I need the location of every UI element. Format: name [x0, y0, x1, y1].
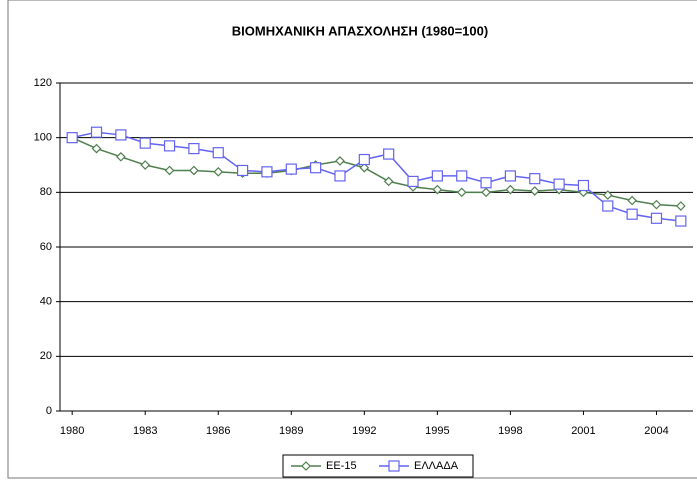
y-tick-label: 20	[40, 350, 52, 362]
x-tick-label: 1986	[206, 425, 230, 437]
data-point	[577, 179, 590, 192]
chart-frame	[7, 0, 697, 479]
data-point	[212, 147, 224, 159]
data-point	[91, 143, 102, 154]
x-tick-label: 2001	[571, 425, 595, 437]
data-point	[675, 201, 686, 211]
y-tick-label: 80	[40, 186, 52, 198]
data-point	[602, 200, 614, 212]
y-tick-label: 60	[40, 241, 52, 253]
data-point	[188, 143, 200, 155]
legend-label: ΕΕ-15	[326, 460, 357, 472]
legend-marker	[388, 460, 400, 472]
data-point	[480, 177, 492, 189]
data-point	[456, 187, 467, 198]
data-point	[504, 170, 517, 182]
x-tick-label: 1995	[425, 425, 449, 437]
data-point	[116, 151, 126, 162]
data-point	[358, 153, 370, 166]
data-point	[505, 184, 516, 195]
legend-label: ΕΛΛΑΔΑ	[414, 460, 459, 472]
data-point	[90, 126, 103, 138]
legend-box	[282, 454, 474, 478]
data-point	[456, 170, 468, 182]
data-point	[553, 178, 565, 190]
data-point	[675, 215, 687, 227]
data-point	[236, 164, 249, 177]
data-point	[431, 170, 443, 182]
data-point	[650, 212, 663, 224]
y-tick-label: 0	[46, 405, 52, 417]
data-point	[163, 140, 176, 152]
data-point	[310, 162, 322, 174]
data-point	[529, 173, 541, 185]
data-point	[334, 170, 346, 182]
data-point	[432, 184, 443, 195]
data-point	[335, 156, 345, 166]
chart-title: ΒΙΟΜΗΧΑΝΙΚΗ ΑΠΑΣΧΟΛΗΣΗ (1980=100)	[232, 23, 488, 38]
data-point	[213, 166, 224, 177]
x-tick-label: 1980	[60, 425, 84, 437]
data-point	[139, 137, 151, 149]
data-point	[626, 208, 638, 220]
data-point	[164, 165, 175, 176]
x-tick-label: 2004	[644, 425, 668, 437]
data-point	[383, 176, 394, 187]
data-point	[383, 148, 395, 160]
x-tick-label: 1998	[498, 425, 522, 437]
data-point	[602, 190, 613, 200]
y-tick-label: 40	[40, 296, 52, 308]
data-point	[627, 195, 637, 206]
x-tick-label: 1983	[133, 425, 157, 437]
data-point	[651, 199, 662, 210]
data-point	[140, 160, 151, 170]
data-point	[407, 175, 419, 187]
x-tick-label: 1992	[352, 425, 376, 437]
data-point	[66, 132, 78, 144]
data-point	[261, 166, 273, 178]
data-point	[285, 163, 297, 175]
x-tick-label: 1989	[279, 425, 303, 437]
data-point	[529, 186, 540, 196]
legend-marker	[301, 461, 311, 471]
data-point	[115, 129, 127, 141]
data-point	[481, 187, 491, 198]
y-tick-label: 120	[34, 77, 52, 89]
data-point	[359, 162, 370, 173]
y-tick-label: 100	[34, 132, 52, 144]
data-point	[189, 165, 199, 176]
